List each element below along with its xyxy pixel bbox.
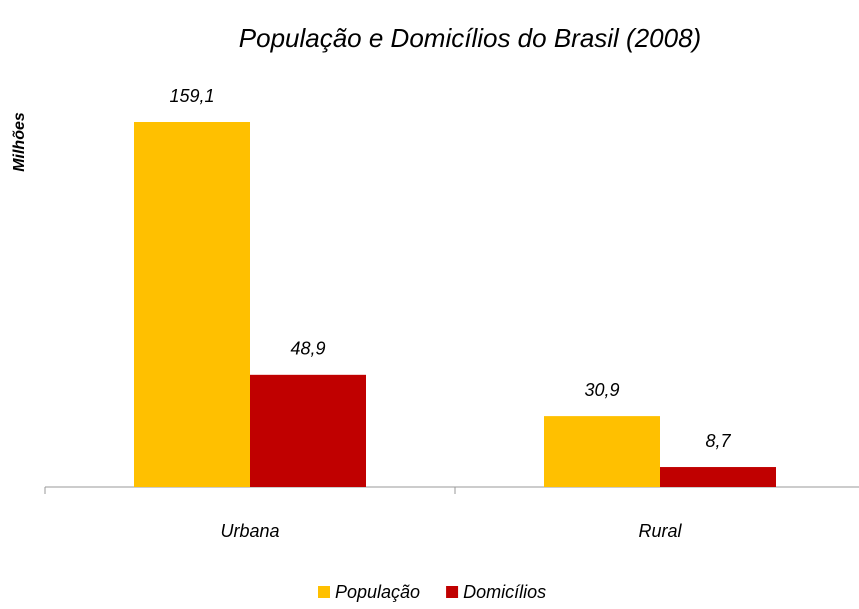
chart-title: População e Domicílios do Brasil (2008) — [239, 23, 701, 53]
x-tick-label: Urbana — [220, 521, 279, 541]
y-axis-label: Milhões — [11, 112, 28, 172]
value-label: 159,1 — [169, 86, 214, 106]
legend-label: Domicílios — [463, 582, 546, 602]
legend-swatch — [446, 586, 459, 598]
value-label: 8,7 — [705, 431, 731, 451]
bar — [660, 467, 776, 487]
bar — [544, 416, 660, 487]
x-tick-label: Rural — [638, 521, 682, 541]
legend-swatch — [318, 586, 330, 598]
legend-label: População — [335, 582, 420, 602]
value-label: 30,9 — [584, 380, 619, 400]
bar — [134, 122, 250, 487]
value-label: 48,9 — [290, 339, 325, 359]
bar — [250, 374, 366, 487]
